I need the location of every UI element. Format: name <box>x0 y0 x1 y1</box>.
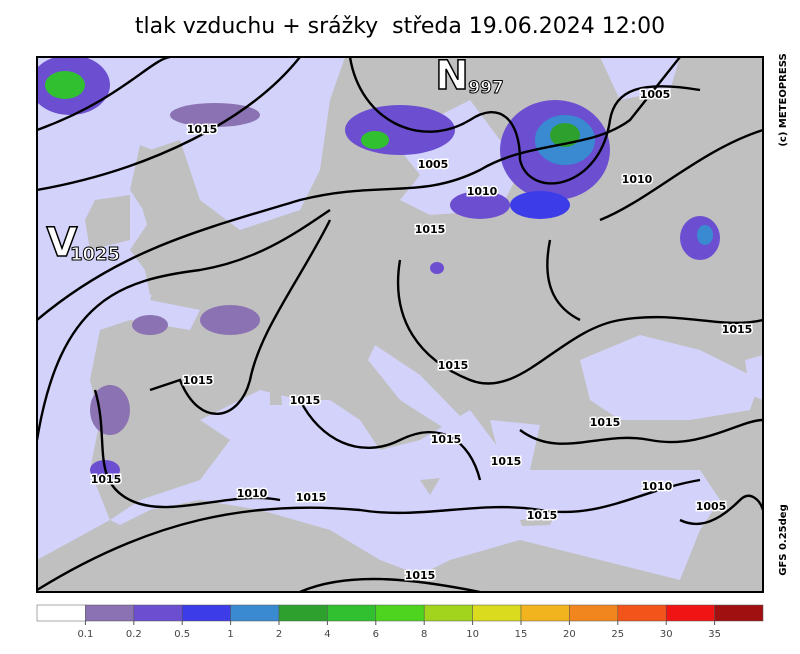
legend-label: 0.1 <box>77 629 93 640</box>
legend-label: 35 <box>708 629 721 640</box>
isobar-label: 1015 <box>187 123 218 136</box>
isobar-label: 1015 <box>290 394 321 407</box>
legend-swatch <box>665 604 715 622</box>
map-area: N 997 V 1025 101510051010101510051010101… <box>37 53 763 592</box>
legend-swatch <box>327 604 377 622</box>
isobar-labels: 1015 1005 1010 1015 1005 1010 1015 1015 1015 1015… <box>89 87 754 584</box>
isobar-label: 1015 <box>590 416 621 429</box>
isobar-label: 1005 <box>640 88 671 101</box>
legend-label: 0.2 <box>126 629 142 640</box>
isobar-label: 1015 <box>296 491 327 504</box>
legend-swatch <box>569 604 619 622</box>
legend-label: 0.5 <box>174 629 190 640</box>
legend-swatch <box>375 604 425 622</box>
legend-swatch <box>714 604 764 622</box>
legend-label: 2 <box>276 629 282 640</box>
isobar-label: 1015 <box>431 433 462 446</box>
legend-swatch <box>133 604 183 622</box>
legend-label: 6 <box>373 629 379 640</box>
isobars <box>37 57 763 592</box>
legend-swatch <box>423 604 473 622</box>
legend-label: 10 <box>466 629 479 640</box>
isobar-label: 1005 <box>696 500 727 513</box>
legend-swatch <box>520 604 570 622</box>
isobar-label: 1015 <box>91 473 122 486</box>
legend-label: 25 <box>611 629 624 640</box>
legend: 0.1 0.2 0.5 1 2 4 6 8 10 15 20 25 30 35 <box>36 604 764 640</box>
isobar-label: 1015 <box>491 455 522 468</box>
legend-label: 1 <box>227 629 233 640</box>
legend-label: 8 <box>421 629 427 640</box>
map-title: tlak vzduchu + srážky středa 19.06.2024 … <box>135 14 665 39</box>
low-symbol: N <box>435 53 468 99</box>
isobar-label: 1015 <box>527 509 558 522</box>
legend-label: 30 <box>660 629 673 640</box>
isobar-label: 1010 <box>237 487 268 500</box>
legend-swatch <box>36 604 86 622</box>
map-frame <box>36 56 764 593</box>
legend-label: 20 <box>563 629 576 640</box>
low-value: 997 <box>468 78 504 98</box>
credit: (c) METEOPRESS <box>778 53 789 146</box>
legend-label: 15 <box>515 629 528 640</box>
legend-label: 4 <box>324 629 330 640</box>
isobar-label: 1005 <box>418 158 449 171</box>
legend-swatch <box>472 604 522 622</box>
high-symbol: V <box>47 220 78 266</box>
precipitation <box>37 57 720 480</box>
isobar-label: 1015 <box>415 223 446 236</box>
legend-swatch <box>85 604 135 622</box>
high-value: 1025 <box>70 244 120 265</box>
isobar-label: 1010 <box>467 185 498 198</box>
model-label: GFS 0.25deg <box>778 504 789 576</box>
isobar-label: 1015 <box>183 374 214 387</box>
isobar-label: 1010 <box>622 173 653 186</box>
isobar-label: 1015 <box>722 323 753 336</box>
legend-swatch <box>230 604 280 622</box>
legend-swatch <box>278 604 328 622</box>
isobar-label: 1010 <box>642 480 673 493</box>
isobar-label: 1015 <box>405 569 436 582</box>
legend-swatch <box>617 604 667 622</box>
legend-swatch <box>181 604 231 622</box>
isobar-label: 1015 <box>438 359 469 372</box>
